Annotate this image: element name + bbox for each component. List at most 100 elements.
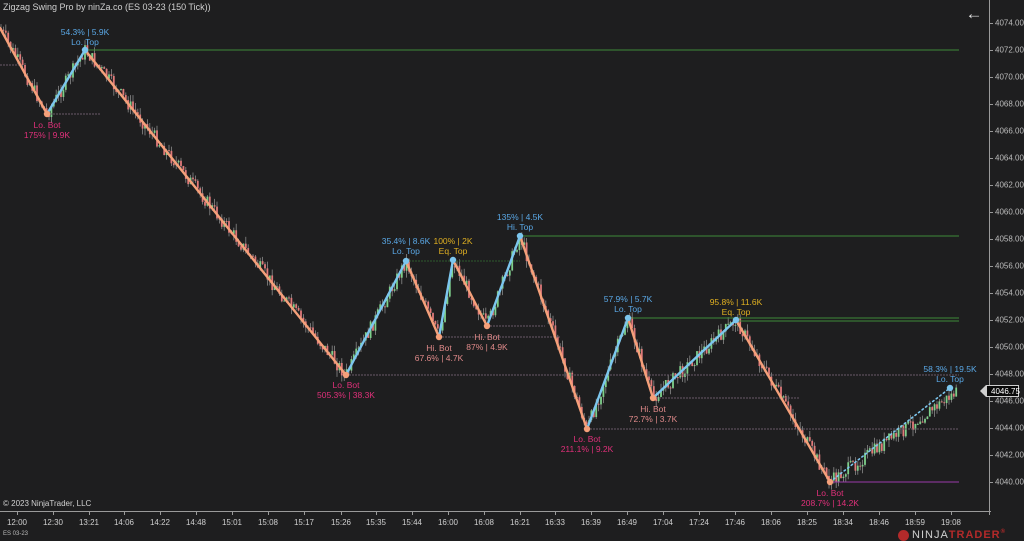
- time-tick: [304, 511, 305, 515]
- current-price-marker: 4046.75: [980, 385, 1020, 397]
- swing-levels: [0, 49, 959, 483]
- price-axis[interactable]: 4074.00 4072.00 4070.00 4068.00 4066.00 4064.…: [980, 0, 1024, 515]
- price-label: 4060.00: [995, 207, 1024, 217]
- price-label: 4040.00: [995, 477, 1024, 487]
- swing-label-hi-top: 135% | 4.5K Hi. Top: [496, 212, 544, 232]
- time-label: 16:49: [616, 518, 638, 527]
- price-tick: [989, 212, 993, 213]
- ninjatrader-logo-icon: [898, 530, 909, 541]
- price-tick: [989, 428, 993, 429]
- price-tick: [989, 131, 993, 132]
- time-label: 16:39: [580, 518, 602, 527]
- price-tick: [989, 104, 993, 105]
- time-tick: [663, 511, 664, 515]
- price-label: 4056.00: [995, 261, 1024, 271]
- time-label: 16:21: [509, 518, 531, 527]
- time-label: 16:33: [544, 518, 566, 527]
- price-label: 4068.00: [995, 99, 1024, 109]
- arrow-left-icon[interactable]: ←: [965, 4, 983, 23]
- time-label: 16:08: [473, 518, 495, 527]
- time-tick: [53, 511, 54, 515]
- time-tick: [268, 511, 269, 515]
- price-tick: [989, 185, 993, 186]
- price-tick: [989, 401, 993, 402]
- price-label: 4050.00: [995, 342, 1024, 352]
- price-label: 4070.00: [995, 72, 1024, 82]
- time-label: 17:46: [724, 518, 746, 527]
- price-tick: [989, 23, 993, 24]
- swing-label-lo-top: 35.4% | 8.6K Lo. Top: [381, 236, 431, 256]
- time-label: 14:48: [185, 518, 207, 527]
- time-tick: [555, 511, 556, 515]
- time-tick: [915, 511, 916, 515]
- price-tick: [989, 320, 993, 321]
- price-chart[interactable]: [0, 0, 991, 515]
- price-tick: [989, 50, 993, 51]
- time-tick: [735, 511, 736, 515]
- time-tick: [520, 511, 521, 515]
- price-label: 4064.00: [995, 153, 1024, 163]
- swing-label-eq-top: 95.8% | 11.6K Eq. Top: [709, 297, 763, 317]
- price-label: 4074.00: [995, 18, 1024, 28]
- price-tick: [989, 266, 993, 267]
- time-tick: [448, 511, 449, 515]
- time-label: 12:00: [6, 518, 28, 527]
- price-label: 4066.00: [995, 126, 1024, 136]
- ninjatrader-brand: NINJATRADER®: [912, 529, 1007, 541]
- time-tick: [412, 511, 413, 515]
- price-label: 4046.00: [995, 396, 1024, 406]
- time-label: 19:08: [940, 518, 962, 527]
- time-tick: [196, 511, 197, 515]
- price-label: 4058.00: [995, 234, 1024, 244]
- time-label: 18:59: [904, 518, 926, 527]
- swing-label-lo-top: 57.9% | 5.7K Lo. Top: [603, 294, 653, 314]
- swing-label-eq-top: 100% | 2K Eq. Top: [433, 236, 473, 256]
- time-tick: [232, 511, 233, 515]
- time-tick: [879, 511, 880, 515]
- time-tick: [341, 511, 342, 515]
- time-label: 15:08: [257, 518, 279, 527]
- instrument-label: ES 03-23: [3, 531, 29, 537]
- time-label: 12:30: [42, 518, 64, 527]
- time-label: 15:26: [330, 518, 352, 527]
- candlesticks: [0, 24, 958, 490]
- time-label: 15:44: [401, 518, 423, 527]
- price-label: 4048.00: [995, 369, 1024, 379]
- swing-label-lo-bot: Lo. Bot 211.1% | 9.2K: [560, 434, 614, 454]
- time-label: 17:04: [652, 518, 674, 527]
- price-axis-line: [989, 0, 990, 515]
- time-label: 15:17: [293, 518, 315, 527]
- time-label: 15:35: [365, 518, 387, 527]
- time-label: 17:24: [688, 518, 710, 527]
- time-tick: [89, 511, 90, 515]
- swing-label-hi-bot: Hi. Bot 67.6% | 4.7K: [414, 343, 464, 363]
- price-label: 4072.00: [995, 45, 1024, 55]
- chart-title: Zigzag Swing Pro by ninZa.co (ES 03-23 (…: [3, 2, 211, 12]
- swing-label-lo-bot: Lo. Bot 208.7% | 14.2K: [801, 488, 859, 508]
- time-tick: [591, 511, 592, 515]
- price-tick: [989, 293, 993, 294]
- time-label: 13:21: [78, 518, 100, 527]
- time-label: 18:46: [868, 518, 890, 527]
- price-label: 4044.00: [995, 423, 1024, 433]
- zigzag-legs: [0, 26, 951, 484]
- time-tick: [17, 511, 18, 515]
- price-tick: [989, 239, 993, 240]
- swing-label-lo-top: 54.3% | 5.9K Lo. Top: [60, 27, 110, 47]
- time-tick: [699, 511, 700, 515]
- time-label: 18:34: [832, 518, 854, 527]
- price-tick: [989, 347, 993, 348]
- swing-label-lo-bot: Lo. Bot 505.3% | 38.3K: [317, 380, 375, 400]
- time-tick: [124, 511, 125, 515]
- time-axis[interactable]: [0, 511, 991, 512]
- time-label: 18:25: [796, 518, 818, 527]
- time-tick: [843, 511, 844, 515]
- time-tick: [951, 511, 952, 515]
- time-label: 14:06: [113, 518, 135, 527]
- price-tick: [989, 77, 993, 78]
- price-label: 4054.00: [995, 288, 1024, 298]
- time-label: 14:22: [149, 518, 171, 527]
- swing-label-hi-bot: Hi. Bot 72.7% | 3.7K: [628, 404, 678, 424]
- price-tick: [989, 158, 993, 159]
- time-tick: [160, 511, 161, 515]
